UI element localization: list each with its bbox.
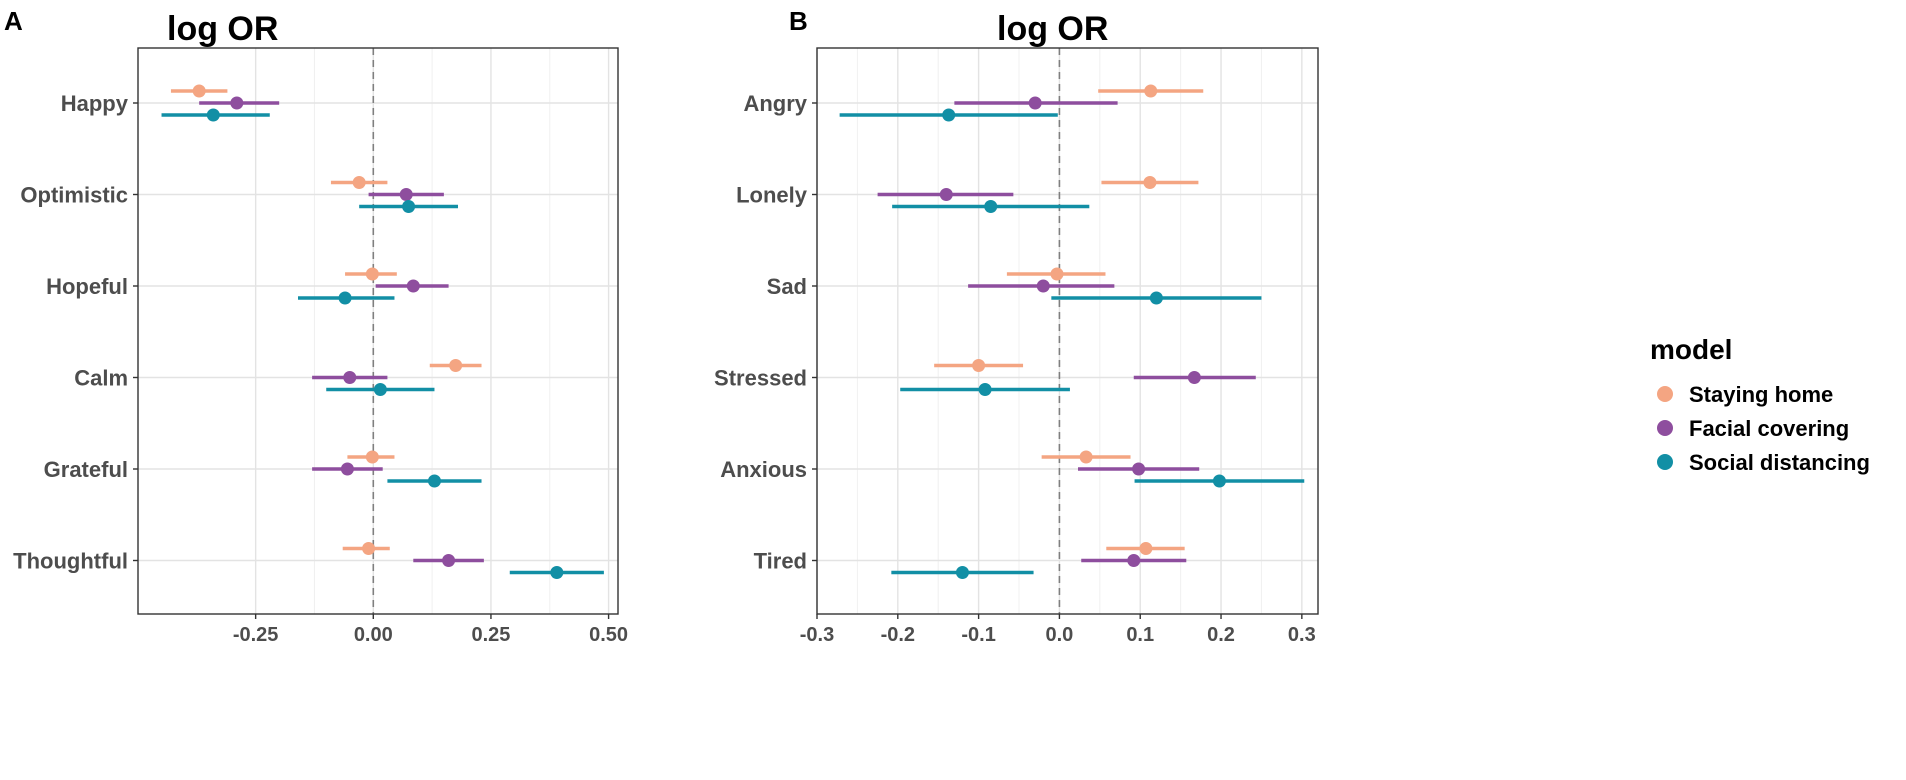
category-label-lonely: Lonely — [736, 183, 808, 208]
panel-b-x-tick-label-0: -0.3 — [800, 624, 834, 646]
point-anxious-staying-home — [1079, 450, 1093, 464]
category-label-anxious: Anxious — [720, 457, 807, 482]
point-sad-social-distancing — [1149, 291, 1163, 305]
category-label-stressed: Stressed — [714, 366, 807, 391]
category-label-grateful: Grateful — [44, 457, 128, 482]
panel-a-background — [138, 48, 618, 614]
point-angry-staying-home — [1144, 84, 1158, 98]
panel-b-x-tick-label-6: 0.3 — [1288, 624, 1316, 646]
point-anxious-social-distancing — [1212, 474, 1226, 488]
category-label-calm: Calm — [74, 366, 128, 391]
point-happy-facial-covering — [230, 96, 244, 110]
point-stressed-social-distancing — [978, 383, 992, 396]
point-optimistic-staying-home — [352, 176, 366, 189]
point-calm-staying-home — [449, 359, 463, 372]
legend: model Staying home Facial covering Socia… — [1650, 334, 1870, 475]
point-stressed-facial-covering — [1187, 371, 1201, 384]
point-thoughtful-staying-home — [362, 542, 376, 555]
category-label-angry: Angry — [743, 91, 807, 116]
panel-a-border — [137, 47, 619, 615]
panel-b: B log OR Angry Lonely Sad Stressed Anxious Ti… — [714, 6, 1319, 646]
point-hopeful-social-distancing — [338, 291, 352, 305]
point-grateful-social-distancing — [427, 474, 441, 488]
category-label-hopeful: Hopeful — [46, 274, 128, 299]
panel-b-plot-area: Angry Lonely Sad Stressed Anxious Tired -0.3 -0… — [714, 47, 1319, 646]
category-label-tired: Tired — [754, 549, 807, 574]
point-stressed-staying-home — [972, 359, 986, 372]
point-thoughtful-facial-covering — [442, 554, 456, 567]
panel-a-x-tick-label-3: 0.50 — [589, 624, 628, 646]
point-hopeful-facial-covering — [406, 279, 420, 293]
panel-b-x-tick-label-2: -0.1 — [961, 624, 995, 646]
point-lonely-facial-covering — [939, 188, 953, 201]
legend-label-social-distancing: Social distancing — [1689, 450, 1870, 475]
point-sad-staying-home — [1050, 267, 1064, 281]
legend-key-facial-covering — [1657, 420, 1673, 436]
point-angry-facial-covering — [1028, 96, 1042, 110]
point-tired-facial-covering — [1127, 554, 1141, 567]
point-hopeful-staying-home — [365, 267, 379, 281]
point-grateful-staying-home — [365, 450, 379, 464]
point-calm-social-distancing — [373, 383, 387, 396]
point-optimistic-social-distancing — [402, 200, 416, 213]
category-label-happy: Happy — [61, 91, 129, 116]
point-grateful-facial-covering — [340, 462, 354, 476]
panel-b-border — [816, 47, 1319, 615]
point-tired-staying-home — [1139, 542, 1153, 555]
panel-b-letter: B — [789, 6, 808, 36]
panel-a-x-tick-label-2: 0.25 — [471, 624, 510, 646]
panel-a-letter: A — [4, 6, 23, 36]
point-calm-facial-covering — [343, 371, 357, 384]
panel-a-x-tick-label-1: 0.00 — [354, 624, 393, 646]
point-sad-facial-covering — [1036, 279, 1050, 293]
legend-label-staying-home: Staying home — [1689, 382, 1833, 407]
legend-title: model — [1650, 334, 1732, 365]
category-label-thoughtful: Thoughtful — [13, 549, 128, 574]
point-angry-social-distancing — [942, 108, 956, 122]
point-optimistic-facial-covering — [399, 188, 413, 201]
point-tired-social-distancing — [955, 566, 969, 579]
point-anxious-facial-covering — [1132, 462, 1146, 476]
point-thoughtful-social-distancing — [550, 566, 564, 579]
panel-a-plot-area: Happy Optimistic Hopeful Calm Grateful Though… — [13, 47, 628, 646]
category-label-sad: Sad — [767, 274, 807, 299]
panel-b-x-tick-label-3: 0.0 — [1046, 624, 1074, 646]
panel-b-title: log OR — [997, 10, 1108, 48]
panel-a-x-tick-label-0: -0.25 — [233, 624, 279, 646]
panel-a-title: log OR — [167, 10, 278, 48]
panel-b-x-tick-label-4: 0.1 — [1126, 624, 1154, 646]
panel-b-x-tick-label-5: 0.2 — [1207, 624, 1235, 646]
legend-key-staying-home — [1657, 386, 1673, 402]
panel-b-background — [817, 48, 1318, 614]
point-happy-social-distancing — [206, 108, 220, 122]
panel-a: A log OR Happy Optimistic Hopeful Calm Grate… — [4, 6, 628, 646]
point-happy-staying-home — [192, 84, 206, 98]
point-lonely-staying-home — [1143, 176, 1157, 189]
panel-b-x-tick-label-1: -0.2 — [881, 624, 915, 646]
point-lonely-social-distancing — [984, 200, 998, 213]
legend-label-facial-covering: Facial covering — [1689, 416, 1849, 441]
category-label-optimistic: Optimistic — [20, 183, 128, 208]
legend-key-social-distancing — [1657, 454, 1673, 470]
